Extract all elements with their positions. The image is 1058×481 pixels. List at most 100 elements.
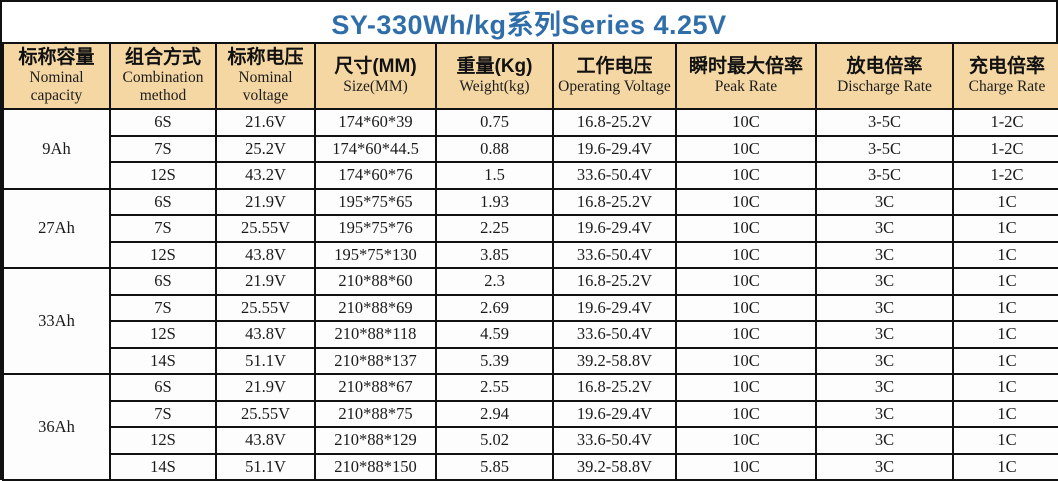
- cell-charge-rate: 1C: [952, 373, 1058, 402]
- col-header-weight: 重量(Kg) Weight(kg): [435, 42, 554, 110]
- cell-charge-rate: 1-2C: [952, 161, 1058, 190]
- col-header-label-zh: 尺寸(MM): [334, 55, 417, 77]
- col-header-combination: 组合方式 Combination method: [109, 42, 217, 110]
- cell-charge-rate: 1C: [952, 293, 1058, 322]
- cell-peak-rate: 10C: [675, 426, 817, 455]
- cell-combination: 14S: [109, 346, 217, 375]
- cell-size: 210*88*137: [314, 346, 437, 375]
- cell-weight: 3.85: [435, 240, 554, 269]
- cell-discharge-rate: 3-5C: [815, 108, 954, 137]
- cell-peak-rate: 10C: [675, 399, 817, 428]
- cell-weight: 2.69: [435, 293, 554, 322]
- col-header-label-en: Operating Voltage: [558, 77, 671, 95]
- cell-charge-rate: 1C: [952, 399, 1058, 428]
- col-header-label-en: Nominal voltage: [238, 68, 293, 104]
- cell-operating-voltage: 33.6-50.4V: [552, 240, 677, 269]
- cell-combination: 7S: [109, 293, 217, 322]
- cell-combination: 6S: [109, 373, 217, 402]
- cell-discharge-rate: 3C: [815, 267, 954, 296]
- cell-operating-voltage: 16.8-25.2V: [552, 187, 677, 216]
- cell-operating-voltage: 19.6-29.4V: [552, 134, 677, 163]
- cell-combination: 6S: [109, 108, 217, 137]
- cell-weight: 2.3: [435, 267, 554, 296]
- cell-size: 210*88*150: [314, 452, 437, 481]
- cell-peak-rate: 10C: [675, 108, 817, 137]
- cell-nominal-voltage: 43.8V: [215, 426, 316, 455]
- cell-nominal-voltage: 43.8V: [215, 240, 316, 269]
- cell-discharge-rate: 3C: [815, 346, 954, 375]
- col-header-label-zh: 标称容量: [18, 46, 95, 68]
- col-header-label-zh: 组合方式: [124, 46, 201, 68]
- cell-size: 210*88*69: [314, 293, 437, 322]
- table-row-9Ah-7S: 7S 25.2V 174*60*44.5 0.88 19.6-29.4V 10C 3-5C 1…: [3, 134, 1058, 163]
- col-header-label-zh: 放电倍率: [846, 55, 923, 77]
- cell-weight: 2.25: [435, 214, 554, 243]
- cell-charge-rate: 1C: [952, 346, 1058, 375]
- cell-peak-rate: 10C: [675, 293, 817, 322]
- col-header-label-zh: 充电倍率: [968, 55, 1045, 77]
- cell-discharge-rate: 3C: [815, 426, 954, 455]
- cell-operating-voltage: 16.8-25.2V: [552, 108, 677, 137]
- cell-weight: 2.55: [435, 373, 554, 402]
- cell-nominal-voltage: 25.55V: [215, 399, 316, 428]
- cell-discharge-rate: 3C: [815, 187, 954, 216]
- cell-size: 210*88*75: [314, 399, 437, 428]
- title-band: SY-330Wh/kg系列Series 4.25V: [2, 2, 1056, 42]
- cell-weight: 4.59: [435, 320, 554, 349]
- col-header-peak-rate: 瞬时最大倍率 Peak Rate: [675, 42, 817, 110]
- cell-operating-voltage: 33.6-50.4V: [552, 161, 677, 190]
- cell-weight: 1.5: [435, 161, 554, 190]
- col-header-charge-rate: 充电倍率 Charge Rate: [952, 42, 1058, 110]
- cell-operating-voltage: 19.6-29.4V: [552, 399, 677, 428]
- cell-charge-rate: 1C: [952, 452, 1058, 481]
- cell-charge-rate: 1C: [952, 320, 1058, 349]
- cell-size: 210*88*129: [314, 426, 437, 455]
- capacity-cell: 27Ah: [2, 187, 111, 269]
- cell-charge-rate: 1C: [952, 187, 1058, 216]
- cell-combination: 6S: [109, 267, 217, 296]
- cell-operating-voltage: 19.6-29.4V: [552, 214, 677, 243]
- cell-discharge-rate: 3C: [815, 399, 954, 428]
- cell-combination: 7S: [109, 214, 217, 243]
- cell-combination: 12S: [109, 161, 217, 190]
- cell-nominal-voltage: 51.1V: [215, 452, 316, 481]
- cell-weight: 1.93: [435, 187, 554, 216]
- cell-size: 195*75*65: [314, 187, 437, 216]
- cell-weight: 2.94: [435, 399, 554, 428]
- cell-size: 174*60*44.5: [314, 134, 437, 163]
- spec-table: 标称容量 Nominal capacity 组合方式 Combination meth…: [2, 42, 1058, 481]
- col-header-size: 尺寸(MM) Size(MM): [314, 42, 437, 110]
- col-header-label-en: Weight(kg): [459, 77, 530, 95]
- col-header-label-zh: 标称电压: [227, 46, 304, 68]
- cell-peak-rate: 10C: [675, 373, 817, 402]
- cell-weight: 0.75: [435, 108, 554, 137]
- cell-combination: 12S: [109, 426, 217, 455]
- cell-discharge-rate: 3C: [815, 240, 954, 269]
- cell-peak-rate: 10C: [675, 134, 817, 163]
- cell-charge-rate: 1-2C: [952, 108, 1058, 137]
- cell-combination: 12S: [109, 320, 217, 349]
- table-row-9Ah-6S: 9Ah 6S 21.6V 174*60*39 0.75 16.8-25.2V 10C 3-5C…: [2, 108, 1058, 190]
- cell-charge-rate: 1C: [952, 267, 1058, 296]
- cell-operating-voltage: 39.2-58.8V: [552, 452, 677, 481]
- cell-nominal-voltage: 21.9V: [215, 267, 316, 296]
- cell-operating-voltage: 39.2-58.8V: [552, 346, 677, 375]
- cell-nominal-voltage: 21.6V: [215, 108, 316, 137]
- cell-charge-rate: 1C: [952, 214, 1058, 243]
- table-row-33Ah-14S: 14S 51.1V 210*88*137 5.39 39.2-58.8V 10C 3C 1C: [3, 346, 1058, 375]
- col-header-label-en: Charge Rate: [968, 77, 1046, 95]
- col-header-label-zh: 工作电压: [576, 55, 653, 77]
- table-row-9Ah-12S: 12S 43.2V 174*60*76 1.5 33.6-50.4V 10C 3-5C 1-2…: [3, 161, 1058, 190]
- cell-operating-voltage: 19.6-29.4V: [552, 293, 677, 322]
- table-row-33Ah-6S: 33Ah 6S 21.9V 210*88*60 2.3 16.8-25.2V 10C 3C 1C: [2, 267, 1058, 375]
- col-header-label-en: Nominal capacity: [29, 68, 84, 104]
- cell-size: 210*88*60: [314, 267, 437, 296]
- cell-size: 174*60*39: [314, 108, 437, 137]
- table-row-36Ah-12S: 12S 43.8V 210*88*129 5.02 33.6-50.4V 10C 3C 1C: [3, 426, 1058, 455]
- cell-size: 210*88*67: [314, 373, 437, 402]
- cell-charge-rate: 1C: [952, 426, 1058, 455]
- table-row-27Ah-6S: 27Ah 6S 21.9V 195*75*65 1.93 16.8-25.2V 10C 3C 1…: [2, 187, 1058, 269]
- page-title: SY-330Wh/kg系列Series 4.25V: [331, 9, 727, 40]
- cell-combination: 14S: [109, 452, 217, 481]
- cell-operating-voltage: 33.6-50.4V: [552, 320, 677, 349]
